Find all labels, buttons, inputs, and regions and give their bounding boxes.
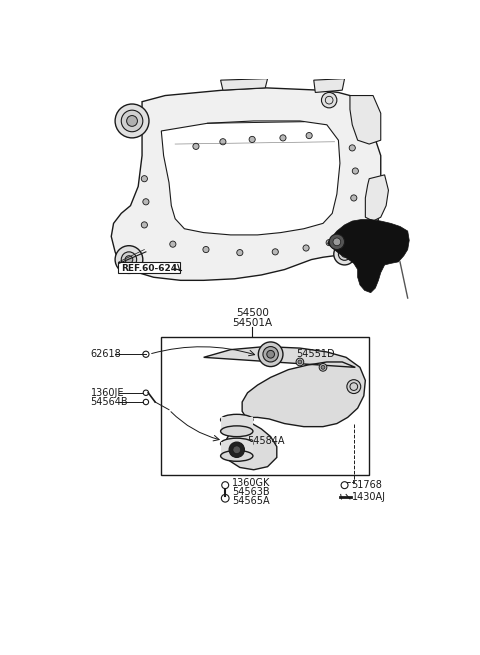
Circle shape: [306, 132, 312, 139]
Polygon shape: [161, 121, 340, 235]
Circle shape: [220, 139, 226, 145]
Circle shape: [338, 248, 351, 260]
Circle shape: [203, 246, 209, 253]
Circle shape: [351, 195, 357, 201]
Text: 1360GK: 1360GK: [232, 478, 271, 488]
Circle shape: [263, 346, 278, 362]
Polygon shape: [221, 79, 267, 90]
Circle shape: [193, 143, 199, 149]
Bar: [161, 337, 369, 475]
Circle shape: [326, 240, 332, 246]
Circle shape: [296, 358, 304, 365]
Circle shape: [349, 145, 355, 151]
Text: 54551D: 54551D: [296, 349, 335, 359]
Text: 1360JE: 1360JE: [90, 388, 124, 398]
Text: 62618: 62618: [90, 349, 121, 359]
Circle shape: [141, 176, 147, 182]
FancyBboxPatch shape: [118, 262, 180, 273]
Circle shape: [127, 115, 137, 126]
Circle shape: [233, 446, 240, 454]
Circle shape: [249, 136, 255, 143]
Polygon shape: [328, 219, 409, 293]
Circle shape: [347, 380, 361, 394]
Circle shape: [321, 365, 325, 369]
Ellipse shape: [221, 426, 253, 437]
Bar: [221, 417, 253, 431]
Text: 54501A: 54501A: [232, 318, 272, 328]
Circle shape: [170, 241, 176, 247]
Circle shape: [352, 168, 359, 174]
Circle shape: [121, 110, 143, 132]
Circle shape: [303, 245, 309, 251]
Circle shape: [229, 442, 244, 457]
Polygon shape: [365, 175, 388, 221]
Text: REF.60-624: REF.60-624: [121, 263, 177, 272]
Circle shape: [121, 252, 137, 267]
Circle shape: [333, 238, 341, 246]
Ellipse shape: [221, 415, 253, 425]
Circle shape: [115, 246, 143, 273]
Circle shape: [322, 92, 337, 108]
Ellipse shape: [221, 438, 253, 449]
Circle shape: [329, 234, 345, 250]
Polygon shape: [314, 79, 345, 92]
Text: 54565A: 54565A: [232, 496, 270, 506]
Polygon shape: [350, 96, 381, 144]
Circle shape: [115, 104, 149, 138]
Text: 51768: 51768: [351, 480, 382, 490]
Ellipse shape: [221, 451, 253, 461]
Circle shape: [267, 350, 275, 358]
Circle shape: [334, 244, 355, 265]
Bar: [221, 442, 253, 456]
Text: 54584A: 54584A: [248, 436, 285, 445]
Text: 54500: 54500: [236, 309, 269, 318]
Text: 54563B: 54563B: [232, 487, 270, 497]
Circle shape: [125, 255, 133, 263]
Text: 1430AJ: 1430AJ: [352, 492, 386, 502]
Circle shape: [237, 250, 243, 255]
Circle shape: [341, 251, 348, 257]
Circle shape: [143, 198, 149, 205]
Text: 54564B: 54564B: [90, 397, 128, 407]
Circle shape: [272, 249, 278, 255]
Circle shape: [298, 360, 302, 364]
Circle shape: [280, 135, 286, 141]
Circle shape: [141, 222, 147, 228]
Polygon shape: [204, 346, 365, 470]
Circle shape: [319, 364, 327, 371]
Polygon shape: [111, 88, 381, 280]
Circle shape: [258, 342, 283, 367]
